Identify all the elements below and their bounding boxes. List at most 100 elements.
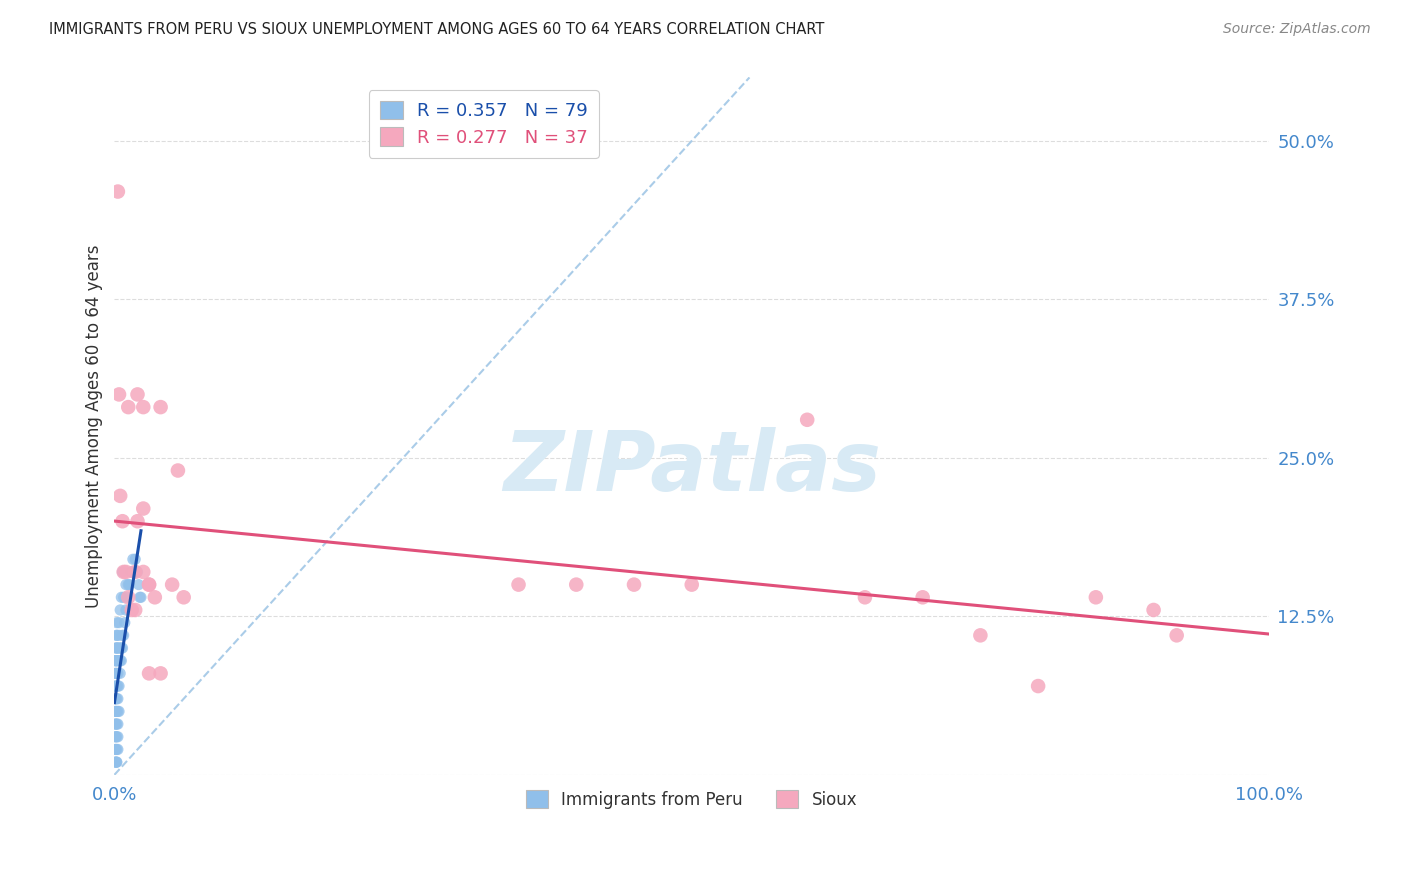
Point [107,705,129,719]
Point [115,603,138,617]
Point [167,463,190,477]
Point [112,628,135,642]
Point [121,603,143,617]
Point [124,552,146,566]
Point [107,640,129,655]
Point [108,654,131,668]
Point [138,577,160,591]
Point [124,603,146,617]
Point [110,640,132,655]
Point [112,565,135,579]
Point [969,628,991,642]
Point [911,591,934,605]
Point [105,654,128,668]
Point [105,615,128,630]
Point [104,640,127,655]
Point [111,565,134,579]
Point [1166,628,1188,642]
Point [1026,679,1049,693]
Point [108,387,131,401]
Point [122,565,145,579]
Point [104,679,127,693]
Point [105,691,128,706]
Point [104,679,127,693]
Point [105,755,128,769]
Point [120,565,142,579]
Point [104,730,127,744]
Point [117,400,139,414]
Point [107,654,129,668]
Point [111,514,134,528]
Point [853,591,876,605]
Point [128,591,150,605]
Point [110,654,132,668]
Legend: Immigrants from Peru, Sioux: Immigrants from Peru, Sioux [520,784,863,815]
Point [117,591,139,605]
Point [623,577,645,591]
Point [105,640,128,655]
Point [107,717,129,731]
Point [122,552,145,566]
Point [108,679,131,693]
Point [112,591,135,605]
Point [105,666,128,681]
Point [115,591,138,605]
Point [107,666,129,681]
Point [104,654,127,668]
Point [121,565,143,579]
Point [1084,591,1107,605]
Point [127,565,149,579]
Point [143,591,166,605]
Point [111,640,134,655]
Point [104,755,127,769]
Point [105,755,128,769]
Point [104,717,127,731]
Point [108,628,131,642]
Point [132,501,155,516]
Point [138,577,160,591]
Point [132,400,155,414]
Point [138,666,160,681]
Point [108,489,131,503]
Point [105,730,128,744]
Point [105,640,128,655]
Point [104,691,127,706]
Point [108,666,131,681]
Point [104,730,127,744]
Point [105,679,128,693]
Point [124,565,146,579]
Point [105,654,128,668]
Point [104,654,127,668]
Point [105,742,128,756]
Point [110,591,132,605]
Point [104,666,127,681]
Point [104,691,127,706]
Point [1142,603,1164,617]
Point [105,628,128,642]
Point [115,565,138,579]
Point [108,654,131,668]
Point [160,577,183,591]
Point [104,666,127,681]
Point [149,666,172,681]
Point [508,577,530,591]
Point [104,705,127,719]
Point [127,387,149,401]
Point [104,717,127,731]
Point [107,185,129,199]
Point [565,577,588,591]
Point [104,742,127,756]
Point [107,730,129,744]
Point [173,591,195,605]
Text: ZIPatlas: ZIPatlas [503,427,880,508]
Point [127,514,149,528]
Point [108,615,131,630]
Point [105,705,128,719]
Point [107,691,129,706]
Text: Source: ZipAtlas.com: Source: ZipAtlas.com [1223,22,1371,37]
Point [129,591,152,605]
Point [105,628,128,642]
Point [117,577,139,591]
Text: IMMIGRANTS FROM PERU VS SIOUX UNEMPLOYMENT AMONG AGES 60 TO 64 YEARS CORRELATION: IMMIGRANTS FROM PERU VS SIOUX UNEMPLOYME… [49,22,824,37]
Point [796,413,818,427]
